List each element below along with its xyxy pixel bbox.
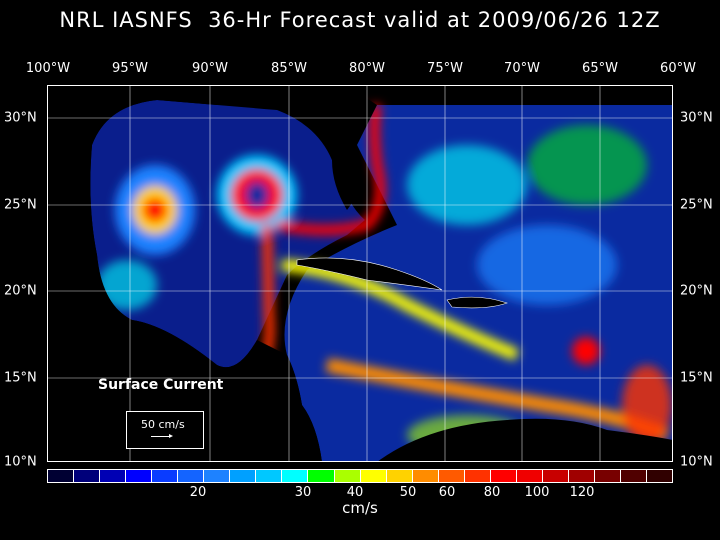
lon-label: 100°W: [25, 61, 71, 76]
lat-label-left: 10°N: [4, 454, 37, 470]
lon-label: 65°W: [582, 61, 618, 76]
colorbar-swatch: [516, 470, 543, 482]
colorbar-swatch: [594, 470, 622, 482]
lat-label-left: 15°N: [4, 370, 37, 386]
colorbar-swatch: [438, 470, 465, 482]
colorbar-swatch: [100, 470, 127, 482]
colorbar-label: 80: [483, 485, 501, 500]
colorbar-swatch: [308, 470, 335, 482]
colorbar-swatch: [204, 470, 231, 482]
colorbar-label: 50: [399, 485, 417, 500]
lon-label: 80°W: [349, 61, 385, 76]
colorbar-swatch: [282, 470, 309, 482]
colorbar-swatch: [230, 470, 257, 482]
lat-label-right: 10°N: [680, 454, 713, 470]
south-america-land: [377, 418, 673, 462]
north-america-land: [47, 85, 377, 210]
lon-label: 75°W: [427, 61, 463, 76]
colorbar-swatch: [647, 470, 673, 482]
colorbar-label: 20: [189, 485, 207, 500]
lon-label: 95°W: [112, 61, 148, 76]
colorbar-swatch: [74, 470, 101, 482]
colorbar-swatch: [386, 470, 413, 482]
colorbar: [47, 469, 673, 483]
colorbar-swatch: [152, 470, 179, 482]
arrow-right-icon: [151, 434, 173, 438]
lat-label-left: 20°N: [4, 283, 37, 299]
colorbar-swatch: [126, 470, 153, 482]
lon-label: 70°W: [504, 61, 540, 76]
current-speed-map: [47, 85, 673, 462]
cuba-land: [296, 257, 443, 291]
lat-label-right: 20°N: [680, 283, 713, 299]
colorbar-swatch: [334, 470, 361, 482]
colorbar-swatch: [178, 470, 205, 482]
colorbar-label: 30: [294, 485, 312, 500]
colorbar-label: 120: [569, 485, 595, 500]
colorbar-swatch: [490, 470, 517, 482]
map-title: NRL IASNFS 36-Hr Forecast valid at 2009/…: [59, 8, 661, 32]
colorbar-swatch: [542, 470, 569, 482]
colorbar-swatch: [568, 470, 595, 482]
lon-label: 60°W: [660, 61, 696, 76]
lat-label-left: 30°N: [4, 110, 37, 126]
vector-scale-box: 50 cm/s: [126, 411, 204, 449]
lat-label-right: 15°N: [680, 370, 713, 386]
colorbar-label: 40: [346, 485, 364, 500]
colorbar-label: 60: [438, 485, 456, 500]
colorbar-swatch: [412, 470, 439, 482]
lon-label: 90°W: [192, 61, 228, 76]
mexico-central-america-land: [47, 145, 322, 462]
lat-label-right: 25°N: [680, 197, 713, 213]
colorbar-swatch: [464, 470, 491, 482]
colorbar-unit: cm/s: [342, 499, 378, 517]
colorbar-swatch: [360, 470, 387, 482]
legend-title: Surface Current: [98, 377, 224, 393]
graticule: [47, 85, 673, 462]
lat-label-right: 30°N: [680, 110, 713, 126]
vector-scale-label: 50 cm/s: [141, 418, 185, 431]
colorbar-swatch: [621, 470, 648, 482]
colorbar-label: 100: [524, 485, 550, 500]
colorbar-swatch: [256, 470, 283, 482]
hispaniola-land: [446, 296, 508, 309]
lon-label: 85°W: [271, 61, 307, 76]
lat-label-left: 25°N: [4, 197, 37, 213]
colorbar-swatch: [48, 470, 75, 482]
